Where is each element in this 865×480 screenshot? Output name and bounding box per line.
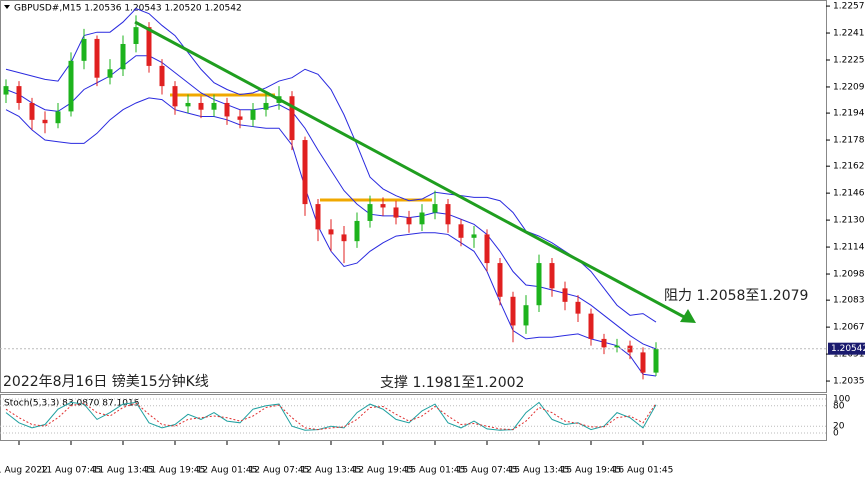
candle-body [640,352,646,373]
x-tick-label: 12 Aug 13:45 [301,466,362,476]
x-tick-label: 15 Aug 13:45 [509,466,570,476]
candle-body [380,204,386,208]
x-tick-label: 12 Aug 07:45 [249,466,310,476]
x-tick-label: 15 Aug 01:45 [405,466,466,476]
main-panel [0,0,827,393]
candle-body [588,313,594,339]
candle-body [419,212,425,225]
candle-body [224,102,230,117]
y-tick-label: 1.21625 [833,162,865,172]
candle-body [94,38,100,78]
candle-body [562,288,568,302]
annotation: 支撑 1.1981至1.2002 [380,375,524,391]
candle-body [250,109,256,120]
y-tick-label: 1.20350 [833,377,865,387]
y-tick-label: 1.21145 [833,243,865,253]
candle-body [107,69,113,78]
y-tick-label: 1.22575 [833,2,865,12]
candle-body [263,102,269,110]
candle-body [3,86,9,95]
y-tick-label: 1.22415 [833,29,865,39]
y-tick-label: 1.21465 [833,189,865,199]
x-tick-label: 11 Aug 13:45 [93,466,154,476]
candle-body [354,220,360,242]
y-tick-label: 1.20830 [833,296,865,306]
y-tick-label: 1.20985 [833,270,865,280]
candle-body [510,296,516,326]
candle-body [328,229,334,235]
indicator-line [5,402,657,431]
candle-body [458,224,464,238]
candle-body [68,60,74,112]
candle-body [471,234,477,238]
candle-body [185,102,191,107]
menu-icon [4,5,10,9]
trend-arrow [680,309,696,323]
x-tick-label: 11 Aug 07:45 [41,466,102,476]
indicator-tick-label: 80 [833,401,845,411]
candle-body [575,301,581,314]
candle-body [29,102,35,120]
candle-body [146,27,152,66]
candle-body [601,338,607,348]
candle-body [289,96,295,141]
candle-body [393,207,399,218]
candle-body [211,102,217,110]
candle-body [497,263,503,297]
y-tick-label: 1.20670 [833,323,865,333]
x-tick-label: 15 Aug 07:45 [457,466,518,476]
annotation: 2022年8月16日 镑美15分钟K线 [3,373,209,390]
candle-body [55,111,61,124]
candle-body [198,102,204,110]
x-tick-label: 11 Aug 2022 [0,466,48,476]
candle-body [367,204,373,221]
candle-body [445,204,451,225]
chart-title: GBPUSD#,M15 1.20536 1.20543 1.20520 1.20… [14,4,242,14]
candle-body [614,345,620,348]
band-lower [5,97,657,377]
indicator-tick-label: 20 [833,422,845,432]
candle-body [42,119,48,124]
candle-body [536,263,542,306]
candle-body [237,116,243,120]
candle-body [549,263,555,289]
candle-body [406,217,412,225]
candle-body [133,27,139,44]
candle-body [523,305,529,326]
candle-body [16,86,22,103]
candle-body [484,234,490,264]
band-middle [5,55,657,350]
y-tick-label: 1.21940 [833,109,865,119]
candle-body [120,43,126,70]
last-price-label: 1.20542 [831,344,865,354]
candle-body [653,349,659,373]
y-tick-label: 1.22095 [833,82,865,92]
x-tick-label: 15 Aug 19:45 [561,466,622,476]
indicator-tick-label: 100 [833,395,850,405]
indicator-tick-label: 0 [833,429,839,439]
y-tick-label: 1.22255 [833,55,865,65]
x-tick-label: 16 Aug 01:45 [613,466,674,476]
annotation: 阻力 1.2058至1.2079 [664,288,808,304]
candle-body [172,86,178,107]
candle-body [315,204,321,230]
last-price-box [828,342,865,355]
x-tick-label: 11 Aug 19:45 [145,466,206,476]
y-tick-label: 1.21780 [833,136,865,146]
indicator-line [5,401,657,431]
x-tick-label: 12 Aug 19:45 [353,466,414,476]
candle-body [341,234,347,242]
candle-body [432,204,438,213]
trend-line [134,20,687,320]
band-upper [5,8,657,323]
y-tick-label: 1.21305 [833,216,865,226]
candle-body [81,38,87,61]
x-tick-label: 12 Aug 01:45 [197,466,258,476]
candle-body [302,140,308,205]
candle-body [159,65,165,87]
indicator-label: Stoch(5,3,3) 83.0870 87.1015 [4,399,139,409]
